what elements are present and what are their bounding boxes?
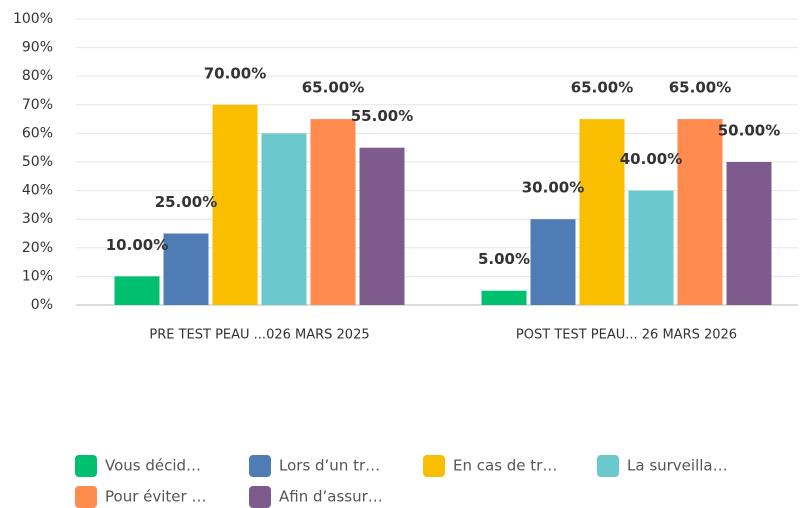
- y-tick-label: 90%: [22, 40, 53, 56]
- y-tick-label: 50%: [22, 154, 53, 170]
- data-label: 5.00%: [478, 250, 530, 268]
- x-tick-label: PRE TEST PEAU ...026 MARS 2025: [149, 328, 369, 343]
- data-label: 10.00%: [106, 236, 168, 254]
- data-label: 30.00%: [522, 179, 584, 197]
- legend-label: Lors d’un tr…: [279, 457, 380, 475]
- legend-label: Pour éviter …: [105, 488, 206, 506]
- bar: [212, 104, 258, 305]
- y-tick-label: 20%: [22, 240, 53, 256]
- bar: [530, 219, 576, 305]
- data-label: 55.00%: [351, 107, 413, 125]
- y-tick-label: 60%: [22, 125, 53, 141]
- data-label: 25.00%: [155, 193, 217, 211]
- y-tick-label: 10%: [22, 268, 53, 284]
- bar: [310, 119, 356, 305]
- legend-label: Afin d’assur…: [279, 488, 383, 506]
- legend-swatch: [423, 455, 445, 477]
- data-label: 40.00%: [620, 150, 682, 168]
- y-tick-label: 80%: [22, 68, 53, 84]
- y-tick-label: 40%: [22, 183, 53, 199]
- legend-swatch: [249, 486, 271, 508]
- bar: [114, 276, 160, 305]
- bar: [628, 190, 674, 305]
- bar: [261, 133, 307, 305]
- data-label: 50.00%: [718, 122, 780, 140]
- legend-label: Vous décid…: [105, 457, 201, 475]
- bar: [677, 119, 723, 305]
- legend-swatch: [75, 486, 97, 508]
- y-tick-label: 30%: [22, 211, 53, 227]
- bar: [579, 119, 625, 305]
- data-label: 70.00%: [204, 64, 266, 82]
- legend-label: La surveilla…: [627, 457, 728, 475]
- legend-swatch: [597, 455, 619, 477]
- data-label: 65.00%: [302, 79, 364, 97]
- y-tick-label: 0%: [31, 297, 53, 313]
- x-tick-label: POST TEST PEAU... 26 MARS 2026: [516, 328, 737, 343]
- legend-swatch: [75, 455, 97, 477]
- data-label: 65.00%: [669, 79, 731, 97]
- bar: [359, 147, 405, 305]
- y-tick-label: 100%: [13, 11, 53, 27]
- bar: [481, 290, 527, 305]
- legend-swatch: [249, 455, 271, 477]
- bar: [163, 233, 209, 305]
- legend-label: En cas de tr…: [453, 457, 557, 475]
- y-tick-label: 70%: [22, 97, 53, 113]
- data-label: 65.00%: [571, 79, 633, 97]
- bar: [726, 162, 772, 305]
